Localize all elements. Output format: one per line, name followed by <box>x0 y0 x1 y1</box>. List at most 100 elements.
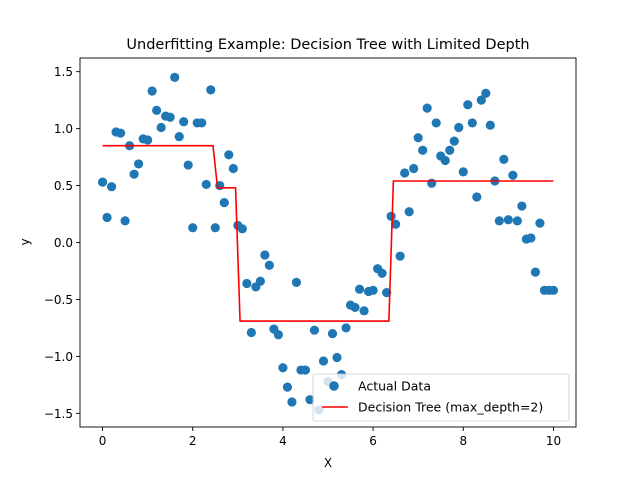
data-point <box>260 250 270 260</box>
data-point <box>210 223 220 233</box>
data-point <box>120 216 130 226</box>
data-point <box>318 356 329 366</box>
y-tick-label: −1.0 <box>44 350 73 364</box>
x-tick-label: 2 <box>189 434 197 448</box>
data-point <box>152 105 162 115</box>
data-point <box>368 285 378 295</box>
data-point <box>106 182 117 192</box>
data-point <box>165 112 175 122</box>
data-point <box>481 88 491 98</box>
y-tick-label: −0.5 <box>44 293 73 307</box>
data-point <box>458 167 468 177</box>
data-point <box>359 306 369 316</box>
data-point <box>287 397 297 407</box>
legend-label-decision-tree: Decision Tree (max_depth=2) <box>358 400 543 415</box>
x-tick-label: 0 <box>99 434 107 448</box>
data-point <box>264 260 274 270</box>
data-point <box>174 131 184 142</box>
data-point <box>530 267 541 277</box>
data-point <box>246 327 256 338</box>
data-point <box>391 219 401 229</box>
data-point <box>255 276 265 286</box>
data-point <box>535 218 545 228</box>
data-point <box>508 170 518 180</box>
data-point <box>305 395 315 405</box>
x-tick-label: 8 <box>459 434 467 448</box>
legend-label-actual-data: Actual Data <box>358 379 431 394</box>
data-point <box>115 128 126 138</box>
x-axis-label: X <box>324 456 332 470</box>
data-point <box>170 72 180 82</box>
data-point <box>273 330 283 340</box>
y-tick-label: 1.5 <box>54 65 73 79</box>
data-point <box>300 365 311 375</box>
data-point <box>472 192 482 202</box>
decision-tree-line-group <box>102 144 554 322</box>
data-point <box>332 352 342 363</box>
data-point <box>143 135 153 145</box>
data-point <box>156 122 166 133</box>
data-point <box>197 118 207 128</box>
data-point <box>499 154 509 164</box>
data-point <box>418 145 428 155</box>
data-point <box>445 145 455 155</box>
data-point <box>512 216 522 226</box>
data-point <box>228 163 238 174</box>
y-tick-label: −1.5 <box>44 407 73 421</box>
data-point <box>183 160 193 170</box>
data-point <box>409 163 419 174</box>
legend-marker-actual-data <box>329 381 339 391</box>
data-point <box>404 207 414 217</box>
data-point <box>449 136 459 146</box>
scatter-points <box>97 72 559 415</box>
data-point <box>454 122 464 133</box>
data-point <box>282 382 293 392</box>
data-point <box>494 216 504 226</box>
data-point <box>386 211 396 221</box>
data-point <box>242 278 252 289</box>
data-point <box>427 178 437 188</box>
data-point <box>548 285 559 295</box>
y-tick-label: 0.5 <box>54 179 73 193</box>
data-point <box>485 120 495 130</box>
y-axis-ticks: −1.5 −1.0 −0.5 0.0 0.5 1.0 1.5 <box>44 65 80 421</box>
data-point <box>526 233 536 243</box>
data-point <box>422 103 432 113</box>
data-point <box>413 133 423 143</box>
data-point <box>341 323 351 333</box>
x-axis-ticks: 0 2 4 6 8 10 <box>99 427 561 448</box>
data-point <box>134 159 144 169</box>
data-point <box>400 168 410 178</box>
x-tick-label: 4 <box>279 434 287 448</box>
data-point <box>309 325 320 335</box>
data-point <box>188 223 198 233</box>
data-point <box>97 177 108 187</box>
data-point <box>327 329 338 339</box>
data-point <box>278 363 288 373</box>
data-point <box>147 86 157 96</box>
x-tick-label: 6 <box>369 434 377 448</box>
data-point <box>201 179 211 190</box>
data-point <box>395 251 405 261</box>
data-point <box>440 155 450 166</box>
y-axis-label: y <box>18 238 32 245</box>
x-tick-label: 10 <box>546 434 561 448</box>
data-point <box>206 85 216 95</box>
decision-tree-line <box>102 144 554 322</box>
legend: Actual Data Decision Tree (max_depth=2) <box>312 373 570 422</box>
data-point <box>476 95 486 105</box>
data-point <box>224 150 234 160</box>
y-tick-label: 0.0 <box>54 236 73 250</box>
data-point <box>179 117 189 127</box>
data-point <box>102 212 112 223</box>
data-point <box>431 118 441 128</box>
data-point <box>463 100 473 110</box>
data-point <box>467 118 477 128</box>
data-point <box>291 277 302 287</box>
data-point <box>354 284 365 294</box>
legend-box <box>312 373 570 422</box>
chart-title: Underfitting Example: Decision Tree with… <box>126 37 529 53</box>
y-tick-label: 1.0 <box>54 122 73 136</box>
data-point <box>237 224 247 234</box>
